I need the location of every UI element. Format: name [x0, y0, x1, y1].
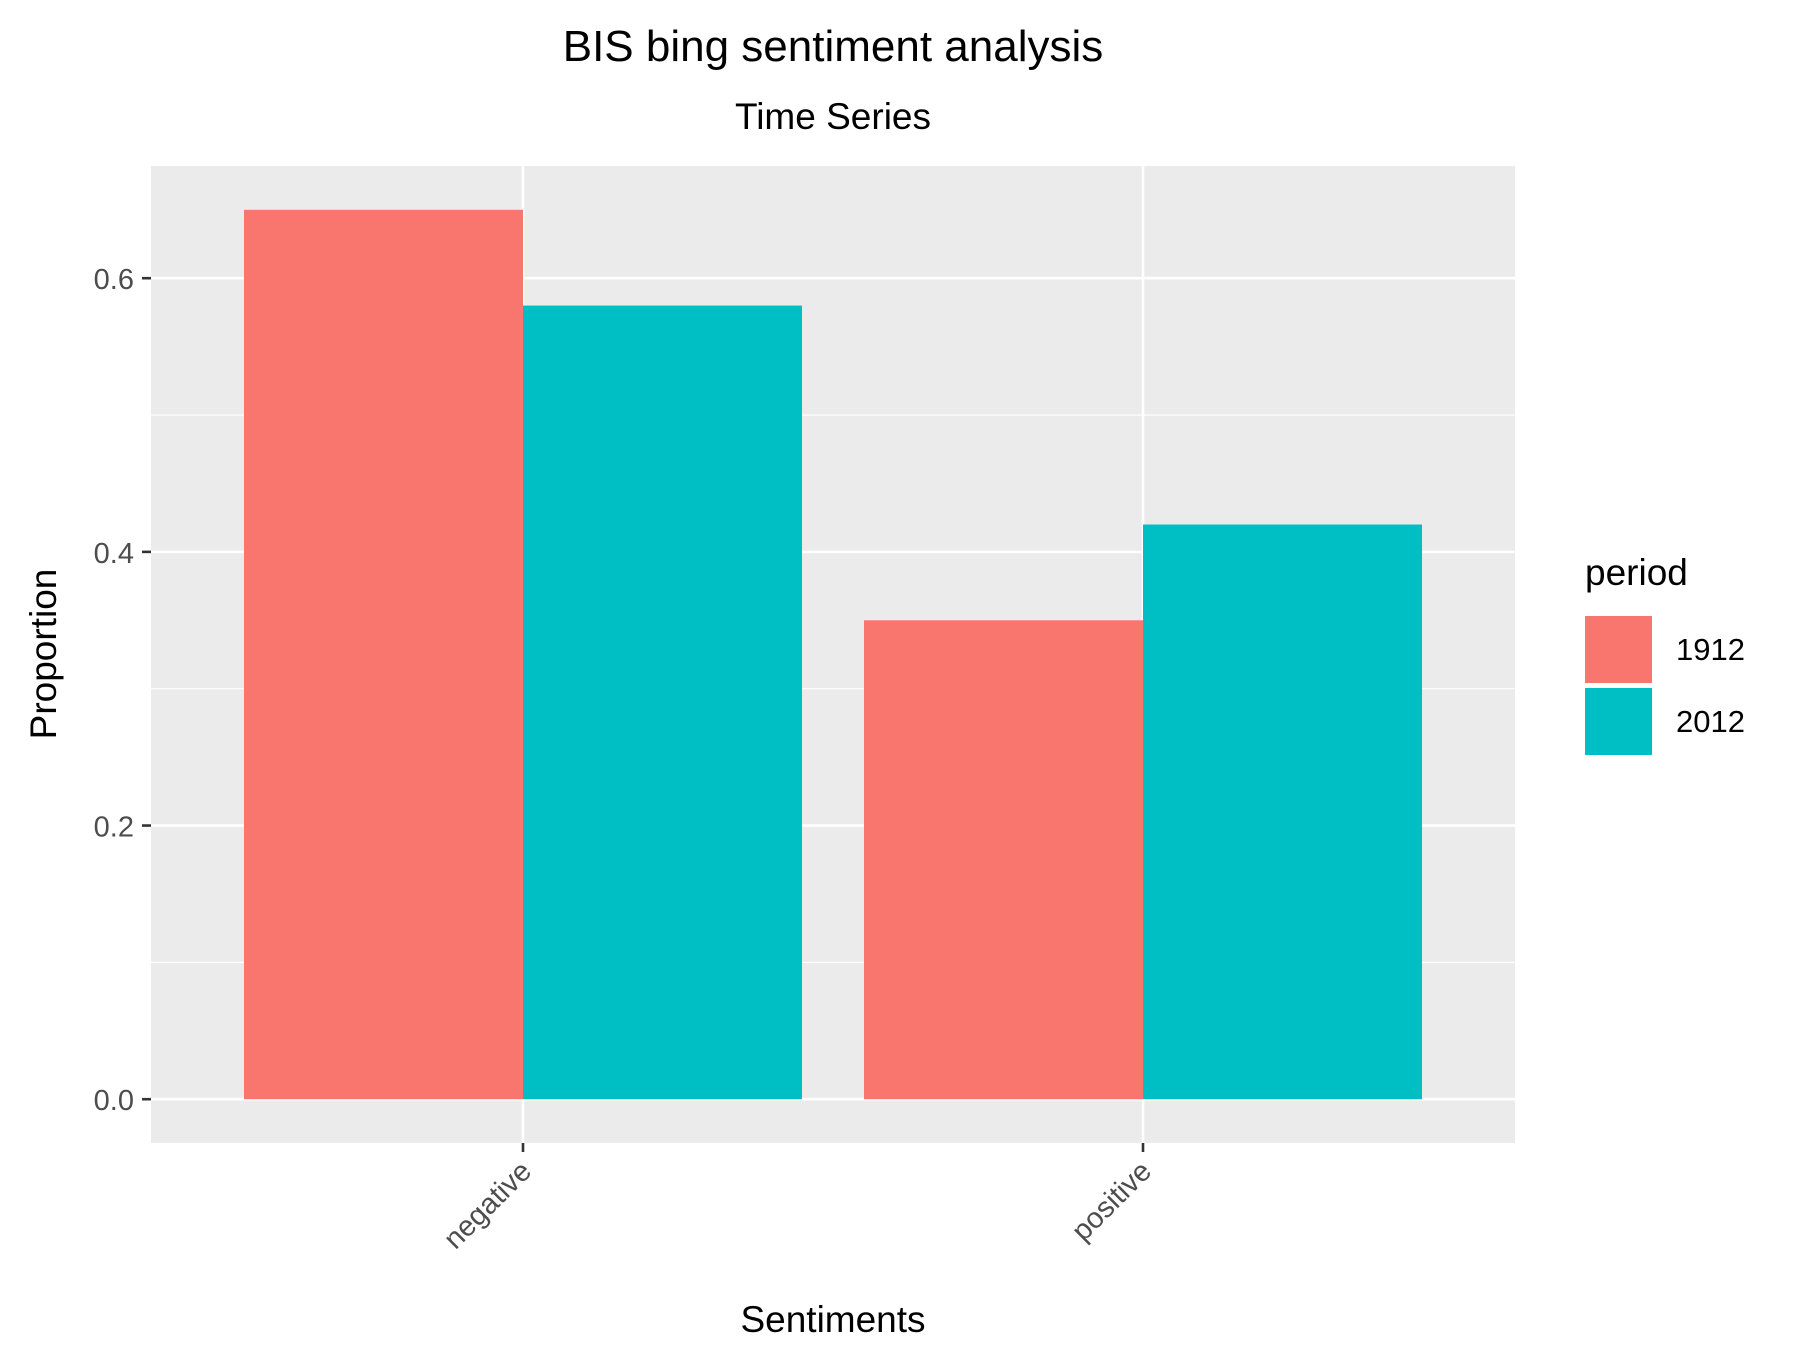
x-axis-title: Sentiments — [740, 1299, 925, 1340]
bar-positive-1912 — [864, 620, 1143, 1100]
bars — [244, 209, 1422, 1100]
legend-key-1912 — [1585, 616, 1652, 683]
bar-negative-1912 — [244, 209, 523, 1100]
y-tick-label: 0.4 — [94, 538, 134, 570]
legend-label-2012: 2012 — [1676, 704, 1745, 739]
legend-title: period — [1585, 552, 1688, 593]
bar-positive-2012 — [1143, 524, 1422, 1100]
legend: period 1912 2012 — [1585, 552, 1745, 755]
y-tick-label: 0.0 — [94, 1085, 134, 1117]
y-tick-label: 0.6 — [94, 264, 134, 296]
y-tick-label: 0.2 — [94, 812, 134, 844]
bar-negative-2012 — [523, 305, 802, 1100]
legend-label-1912: 1912 — [1676, 632, 1745, 667]
legend-key-2012 — [1585, 688, 1652, 755]
chart-subtitle: Time Series — [735, 96, 931, 137]
y-axis-title: Proportion — [23, 569, 64, 740]
chart-title: BIS bing sentiment analysis — [563, 22, 1104, 71]
y-axis: 0.0 0.2 0.4 0.6 — [94, 264, 151, 1117]
